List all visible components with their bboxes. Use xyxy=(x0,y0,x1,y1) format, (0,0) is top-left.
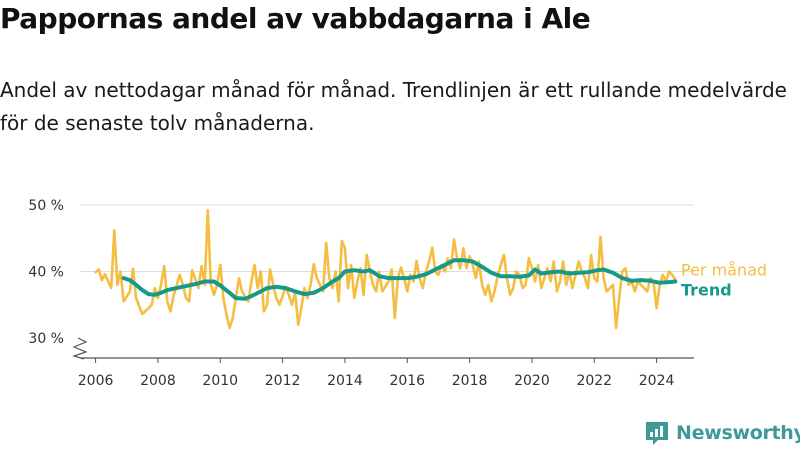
series-label-trend: Trend xyxy=(681,281,732,300)
newsworthy-logo-icon xyxy=(646,422,668,445)
x-tick-label: 2024 xyxy=(639,373,675,389)
series-line-per-manad xyxy=(94,209,677,330)
y-tick-label: 50 % xyxy=(28,198,64,214)
x-tick-label: 2018 xyxy=(452,373,488,389)
series-label-per-manad: Per månad xyxy=(681,261,767,280)
x-tick-label: 2008 xyxy=(140,373,176,389)
series-line-trend xyxy=(121,258,678,301)
newsworthy-logo: Newsworthy xyxy=(644,420,800,446)
axis-break-mark xyxy=(72,337,88,360)
x-tick-label: 2012 xyxy=(265,373,301,389)
x-tick-label: 2006 xyxy=(78,373,114,389)
x-tick-label: 2020 xyxy=(514,373,550,389)
chart-subtitle: Andel av nettodagar månad för månad. Tre… xyxy=(0,78,787,135)
series-lines xyxy=(94,209,678,330)
x-tick-label: 2010 xyxy=(202,373,238,389)
chart-title: Pappornas andel av vabbdagarna i Ale xyxy=(0,2,591,35)
newsworthy-logo-text: Newsworthy xyxy=(676,422,800,444)
x-axis-ticks: 2006 2008 2010 2012 2014 2016 2018 2020 2022 2024 xyxy=(78,358,675,389)
x-tick-label: 2016 xyxy=(389,373,425,389)
y-tick-label: 30 % xyxy=(28,331,64,347)
x-tick-label: 2022 xyxy=(576,373,612,389)
y-axis-ticks: 30 % 40 % 50 % xyxy=(28,198,64,347)
y-tick-label: 40 % xyxy=(28,265,64,281)
x-tick-label: 2014 xyxy=(327,373,363,389)
